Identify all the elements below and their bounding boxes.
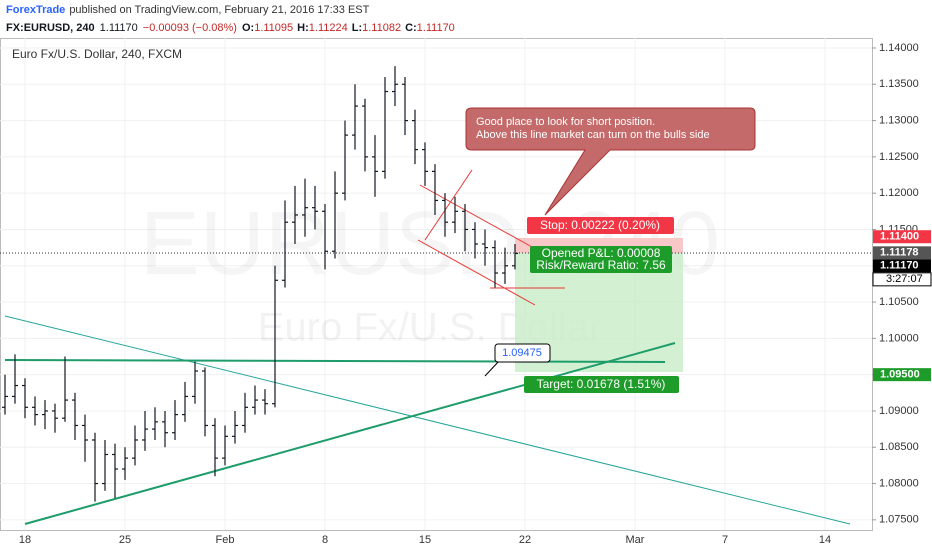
x-tick-label: Mar [626, 534, 645, 546]
symbol: FX:EURUSD, 240 [6, 22, 95, 34]
level-label [494, 343, 551, 363]
pnl-text: Opened P&L: 0.00008 [542, 246, 661, 260]
bars [1, 66, 518, 502]
last: 1.11170 [100, 22, 138, 34]
pnl-label [530, 246, 672, 273]
x-tick-label: 7 [722, 534, 728, 546]
trendline [4, 315, 851, 525]
support-line [4, 359, 666, 363]
y-tick-label: 1.08500 [879, 441, 919, 453]
channel-line [417, 239, 536, 306]
level-pointer [484, 359, 501, 377]
y-tick-label: 1.10500 [879, 296, 919, 308]
publish-line: ForexTrade published on TradingView.com, … [6, 4, 370, 16]
o-label: O: [242, 22, 254, 34]
price-marker [873, 259, 931, 273]
y-tick-label: 1.14000 [879, 42, 919, 54]
y-tick-label: 1.08000 [879, 477, 919, 489]
published: published on TradingView.com, February 2… [69, 4, 369, 16]
quote-line: FX:EURUSD, 240 1.11170 −0.00093 (−0.08%) O:… [6, 22, 455, 34]
price-marker-label: 1.11178 [880, 247, 919, 259]
chart-title: Euro Fx/U.S. Dollar, 240, FXCM [12, 47, 182, 61]
channel-line [419, 184, 533, 248]
y-tick-label: 1.07500 [879, 514, 919, 526]
price-marker-label: 1.11400 [880, 231, 919, 243]
change: −0.00093 (−0.08%) [143, 22, 237, 34]
price-marker [873, 246, 931, 260]
price-axis: 1.07500 1.08000 1.08500 1.09000 1.09500 1.100… [19, 42, 932, 546]
level-text: 1.09475 [502, 347, 542, 359]
target-label [524, 376, 679, 393]
l-label: L: [352, 22, 362, 34]
c-label: C: [405, 22, 417, 34]
x-tick-label: 14 [819, 534, 831, 546]
h: 1.11224 [309, 22, 348, 34]
target-text: Target: 0.01678 (1.51%) [537, 377, 666, 391]
x-tick-label: 15 [419, 534, 431, 546]
price-marker [873, 230, 931, 244]
price-marker [873, 368, 931, 382]
o: 1.11095 [254, 22, 293, 34]
channel-line [424, 169, 473, 241]
rr-text: Risk/Reward Ratio: 7.56 [536, 258, 666, 272]
y-tick-label: 1.12500 [879, 151, 919, 163]
countdown: 3:27:07 [886, 273, 923, 285]
y-tick-label: 1.09000 [879, 405, 919, 417]
countdown-box [872, 272, 932, 287]
stop-label [527, 217, 674, 234]
y-tick-label: 1.12000 [879, 187, 919, 199]
price-marker-label: 1.11170 [880, 260, 919, 272]
y-tick-label: 1.13500 [879, 78, 919, 90]
y-tick-label: 1.13000 [879, 114, 919, 126]
y-tick-label: 1.10000 [879, 332, 919, 344]
price-marker-label: 1.09500 [880, 369, 920, 381]
c: 1.11170 [417, 22, 455, 34]
callout [465, 107, 756, 216]
l: 1.11082 [362, 22, 401, 34]
x-tick-label: 25 [119, 534, 131, 546]
x-tick-label: 22 [519, 534, 531, 546]
trendline [24, 342, 676, 525]
stop-text: Stop: 0.00222 (0.20%) [540, 218, 660, 232]
h-label: H: [297, 22, 309, 34]
x-tick-label: Feb [216, 534, 235, 546]
callout-text: Good place to look for short position. [476, 116, 655, 128]
x-tick-label: 8 [322, 534, 328, 546]
x-tick-label: 18 [19, 534, 31, 546]
author: ForexTrade [6, 4, 65, 16]
callout-text: Above this line market can turn on the b… [476, 129, 710, 141]
